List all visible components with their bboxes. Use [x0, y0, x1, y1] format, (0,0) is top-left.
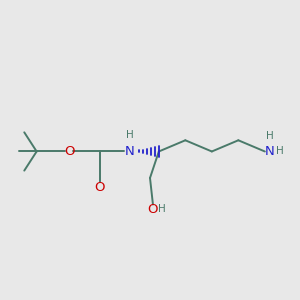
Text: O: O: [64, 145, 74, 158]
Text: H: H: [276, 146, 284, 157]
Text: H: H: [158, 204, 166, 214]
Text: N: N: [124, 145, 134, 158]
Text: H: H: [266, 131, 273, 141]
Text: O: O: [95, 181, 105, 194]
Text: O: O: [148, 203, 158, 216]
Text: H: H: [125, 130, 133, 140]
Text: N: N: [265, 145, 275, 158]
